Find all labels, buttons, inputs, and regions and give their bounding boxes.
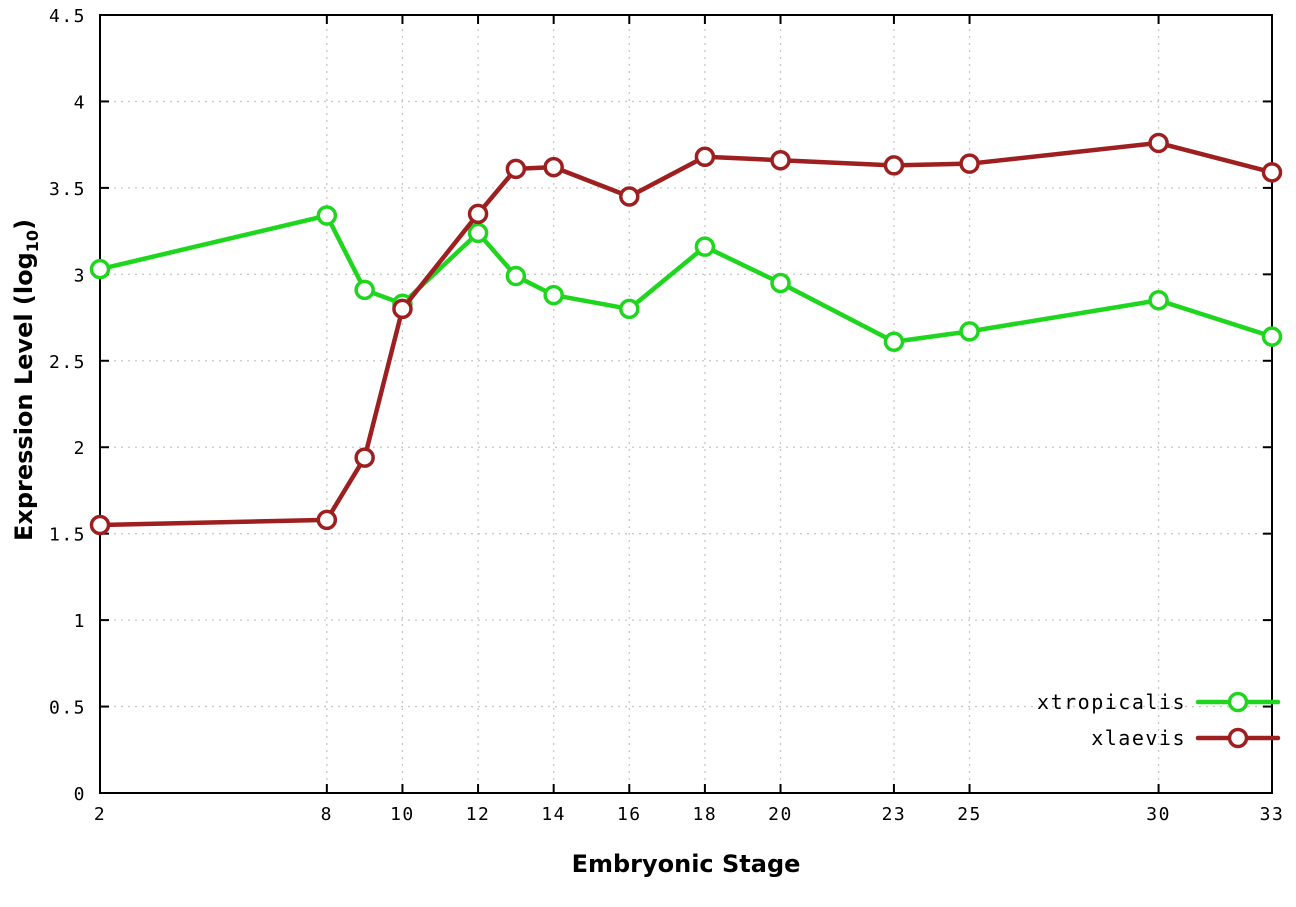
- y-axis-title-text: Expression Level (log: [10, 252, 39, 542]
- series-xlaevis-marker: [694, 146, 716, 168]
- series-xtropicalis-marker: [959, 321, 980, 342]
- series-xlaevis-marker: [89, 514, 111, 536]
- x-tick-label: 30: [1146, 804, 1171, 825]
- series-xtropicalis-marker: [354, 279, 375, 301]
- series-xtropicalis-marker: [89, 258, 111, 280]
- legend-sample-marker-xtropicalis: [1227, 691, 1249, 713]
- x-tick-label: 33: [1260, 804, 1285, 825]
- series-xlaevis-marker: [505, 158, 527, 180]
- legend-entry-xtropicalis: xtropicalis: [1037, 690, 1281, 714]
- plot-border: [99, 14, 1273, 794]
- y-tick-label: 4.5: [49, 6, 86, 27]
- x-tick-label: 2: [94, 804, 106, 825]
- series-xlaevis-marker: [883, 155, 905, 176]
- series-xtropicalis-marker: [316, 205, 338, 226]
- series-xtropicalis-marker: [883, 331, 905, 353]
- y-tick-label: 2: [74, 438, 86, 459]
- series-xlaevis-marker: [316, 509, 338, 531]
- x-tick-label: 23: [882, 804, 907, 825]
- series-xtropicalis-marker: [1148, 290, 1169, 311]
- x-tick-label: 20: [768, 804, 793, 825]
- series-xtropicalis-marker: [619, 298, 640, 320]
- series-xlaevis-marker: [1148, 132, 1169, 154]
- x-tick-label: 12: [466, 804, 491, 825]
- x-tick-label: 10: [390, 804, 415, 825]
- series-xlaevis-marker: [1261, 162, 1283, 183]
- y-tick-label: 1.5: [49, 525, 86, 546]
- series-xlaevis-marker: [770, 149, 791, 171]
- series-xtropicalis-marker: [467, 222, 489, 244]
- legend-label-xlaevis: xlaevis: [1091, 726, 1186, 750]
- y-tick-label: 1: [74, 611, 86, 632]
- series-xlaevis-marker: [354, 447, 375, 468]
- series-xtropicalis-marker: [770, 272, 791, 294]
- series-xlaevis-marker: [392, 298, 413, 320]
- series-xlaevis-line: [97, 140, 1275, 528]
- y-axis-title: Expression Level (log10): [10, 219, 42, 541]
- legend-entry-xlaevis: xlaevis: [1091, 726, 1281, 750]
- legend-label-xtropicalis: xtropicalis: [1037, 690, 1186, 714]
- y-axis-title-suffix: ): [10, 218, 39, 230]
- x-tick-label: 14: [541, 804, 566, 825]
- y-tick-label: 0.5: [49, 698, 86, 719]
- x-tick-label: 16: [617, 804, 642, 825]
- series-xtropicalis-marker: [543, 284, 564, 306]
- series-xlaevis-marker: [619, 186, 640, 207]
- series-xlaevis-marker: [959, 153, 980, 174]
- y-axis-title-subscript: 10: [22, 229, 42, 253]
- series-xtropicalis-marker: [505, 265, 527, 287]
- series-xlaevis-marker: [543, 156, 564, 178]
- y-tick-label: 2.5: [49, 352, 86, 373]
- x-tick-label: 8: [321, 804, 333, 825]
- x-tick-label: 25: [957, 804, 982, 825]
- x-tick-label: 18: [693, 804, 718, 825]
- series-xtropicalis-line: [97, 213, 1275, 345]
- x-axis-title: Embryonic Stage: [571, 850, 801, 878]
- series-xtropicalis-marker: [694, 236, 716, 257]
- y-tick-label: 3.5: [49, 179, 86, 200]
- y-tick-label: 3: [74, 265, 86, 286]
- series-xlaevis-marker: [467, 203, 489, 225]
- series-xtropicalis-marker: [1261, 326, 1283, 347]
- y-tick-label: 4: [74, 92, 86, 113]
- y-tick-label: 0: [74, 784, 86, 805]
- legend-sample-marker-xlaevis: [1227, 727, 1249, 749]
